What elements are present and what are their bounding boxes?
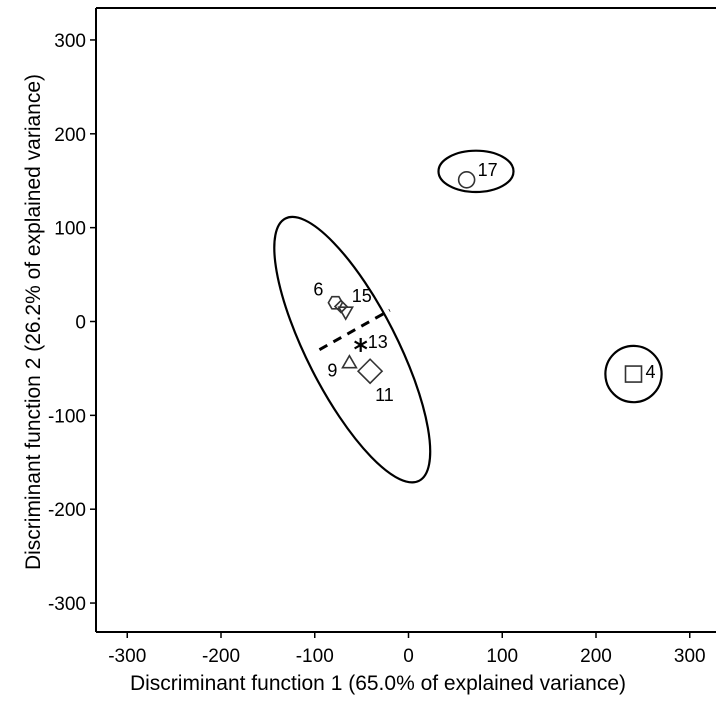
- x-tick-label: 200: [580, 646, 612, 667]
- group-ellipses: [273, 149, 663, 484]
- y-tick-label: 200: [54, 125, 86, 146]
- y-tick-label: 300: [54, 31, 86, 52]
- square-marker: [624, 365, 643, 383]
- x-tick-label: 100: [486, 646, 518, 667]
- axes: -300 -200 -100 0 100 200 300 -300 -200 -100 0 100 20…: [48, 7, 716, 667]
- y-tick-label: -100: [48, 406, 86, 427]
- dashed-line: [318, 308, 391, 351]
- group-ellipse: [437, 149, 515, 194]
- y-tick-label: 100: [54, 219, 86, 240]
- point-label: 15: [352, 286, 372, 306]
- x-tick-label: -300: [108, 646, 146, 667]
- y-tick-label: -200: [48, 500, 86, 521]
- group-ellipse: [273, 215, 432, 484]
- diamond-marker: [356, 358, 384, 385]
- group-ellipse: [604, 344, 663, 404]
- small-diamond-marker: [333, 299, 349, 314]
- point-label: 17: [478, 160, 498, 180]
- star-marker: [354, 337, 368, 352]
- point-label: 4: [646, 362, 656, 382]
- y-axis-title: Discriminant function 2 (26.2% of explai…: [22, 74, 45, 570]
- circle-marker: [457, 170, 476, 189]
- y-tick-label: -300: [48, 594, 86, 615]
- data-points: 17 4 6 15 13 9 11: [313, 160, 655, 405]
- star-stroke: [354, 340, 368, 350]
- x-tick-label: -100: [296, 646, 334, 667]
- point-label: 9: [327, 361, 337, 381]
- triangle-up-marker: [341, 354, 358, 369]
- point-label: 6: [313, 280, 323, 300]
- x-axis-title: Discriminant function 1 (65.0% of explai…: [130, 672, 626, 695]
- x-tick-label: -200: [202, 646, 240, 667]
- y-tick-label: 0: [75, 313, 86, 334]
- point-label: 13: [368, 332, 388, 352]
- x-tick-label: 300: [674, 646, 706, 667]
- point-label: 11: [375, 385, 394, 405]
- x-tick-label: 0: [403, 646, 414, 667]
